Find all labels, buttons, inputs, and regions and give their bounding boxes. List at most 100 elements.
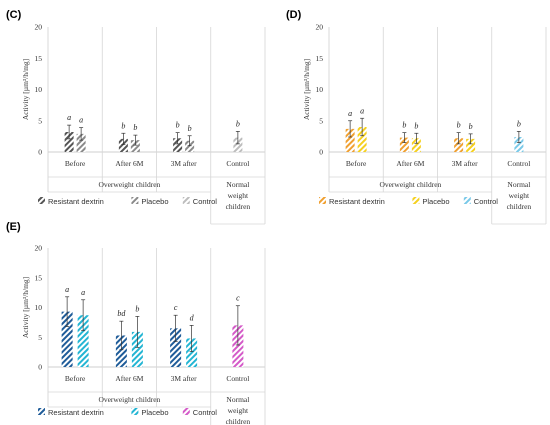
x-group-label: Before: [346, 159, 367, 168]
bar: [514, 137, 524, 152]
x-group-label: Control: [507, 159, 530, 168]
y-tick-label: 10: [35, 85, 43, 94]
y-tick-label: 15: [35, 273, 43, 282]
panel-e: (E) 0 5 10 15 20 Activity [µm³/h/mg] a a Before b…: [6, 221, 266, 425]
panel-e-chart: 0 5 10 15 20 Activity [µm³/h/mg] a a Before bdb Af…: [21, 244, 266, 425]
bar: [61, 311, 73, 367]
span-label-normal-weight: weight: [228, 191, 249, 200]
significance-letter: b: [176, 121, 180, 130]
bar: [411, 138, 421, 152]
significance-letter: bd: [117, 309, 126, 318]
x-group-label: Before: [65, 159, 86, 168]
legend-label: Placebo: [141, 408, 168, 417]
significance-letter: a: [348, 109, 352, 118]
significance-letter: b: [188, 124, 192, 133]
bar: [454, 138, 464, 152]
significance-letter: b: [517, 119, 521, 128]
legend-swatch: [131, 197, 139, 204]
x-group-label: Control: [226, 374, 249, 383]
significance-letter: a: [81, 288, 85, 297]
bar: [64, 132, 74, 152]
bar: [399, 137, 409, 152]
legend-swatch: [38, 408, 45, 415]
significance-letter: b: [121, 121, 125, 130]
significance-letter: b: [133, 123, 137, 132]
significance-letter: a: [79, 116, 83, 125]
bar: [185, 140, 195, 152]
span-label-normal-weight: weight: [228, 406, 249, 415]
y-tick-label: 20: [35, 23, 43, 32]
bar: [232, 325, 244, 367]
significance-letter: b: [135, 304, 139, 313]
bar: [115, 335, 127, 367]
bar: [233, 137, 243, 152]
y-tick-label: 5: [38, 116, 42, 125]
x-group-label: 3M after: [452, 159, 479, 168]
y-axis-label: Activity [µm³/h/mg]: [302, 59, 311, 120]
span-label-normal-weight: weight: [509, 191, 530, 200]
y-tick-label: 10: [316, 85, 324, 94]
legend-label: Placebo: [141, 197, 168, 206]
significance-letter: a: [360, 106, 364, 115]
legend-swatch: [412, 197, 420, 204]
bar: [118, 138, 128, 152]
y-axis-label: Activity [µm³/h/mg]: [21, 277, 30, 338]
legend-swatch: [319, 197, 326, 204]
span-label-normal-weight: children: [507, 202, 532, 211]
x-group-label: Control: [226, 159, 249, 168]
legend-swatch: [182, 408, 190, 415]
legend-label: Resistant dextrin: [329, 197, 385, 206]
legend-label: Resistant dextrin: [48, 408, 104, 417]
panel-e-label: (E): [6, 221, 21, 233]
bar: [186, 338, 198, 367]
bar: [76, 133, 86, 152]
span-label-normal-weight: children: [226, 202, 251, 211]
legend-label: Placebo: [422, 197, 449, 206]
significance-letter: d: [190, 313, 195, 322]
panel-c: (C) 0 5 10 15 20 Activity [µm³/h/mg] a a Before b…: [6, 9, 266, 225]
legend-label: Control: [193, 408, 218, 417]
significance-letter: b: [236, 119, 240, 128]
legend-swatch: [463, 197, 471, 204]
significance-letter: c: [174, 303, 178, 312]
y-tick-label: 15: [316, 54, 324, 63]
bar: [357, 127, 367, 152]
bar: [77, 315, 89, 367]
significance-letter: b: [469, 122, 473, 131]
significance-letter: a: [65, 285, 69, 294]
y-tick-label: 5: [38, 333, 42, 342]
span-label-overweight: Overweight children: [98, 180, 160, 189]
legend-swatch: [182, 197, 190, 204]
y-tick-label: 0: [38, 148, 42, 157]
significance-letter: b: [414, 121, 418, 130]
y-tick-label: 5: [319, 116, 323, 125]
legend-swatch: [38, 197, 45, 204]
panel-c-label: (C): [6, 9, 22, 21]
x-group-label: After 6M: [115, 159, 143, 168]
span-label-normal-weight: Normal: [226, 395, 249, 404]
bar: [170, 328, 182, 367]
significance-letter: b: [402, 121, 406, 130]
bar: [173, 138, 183, 152]
x-group-label: 3M after: [171, 374, 198, 383]
legend-label: Control: [474, 197, 499, 206]
span-label-normal-weight: Normal: [507, 180, 530, 189]
y-axis-label: Activity [µm³/h/mg]: [21, 59, 30, 120]
bar: [130, 140, 140, 152]
bar: [345, 128, 355, 152]
y-tick-label: 20: [35, 244, 43, 253]
span-label-overweight: Overweight children: [379, 180, 441, 189]
span-label-normal-weight: Normal: [226, 180, 249, 189]
y-tick-label: 0: [38, 363, 42, 372]
x-group-label: After 6M: [115, 374, 143, 383]
significance-letter: a: [67, 113, 71, 122]
y-tick-label: 0: [319, 148, 323, 157]
y-tick-label: 15: [35, 54, 43, 63]
legend-swatch: [131, 408, 139, 415]
bar: [466, 138, 476, 152]
legend-label: Resistant dextrin: [48, 197, 104, 206]
bar: [131, 331, 143, 367]
